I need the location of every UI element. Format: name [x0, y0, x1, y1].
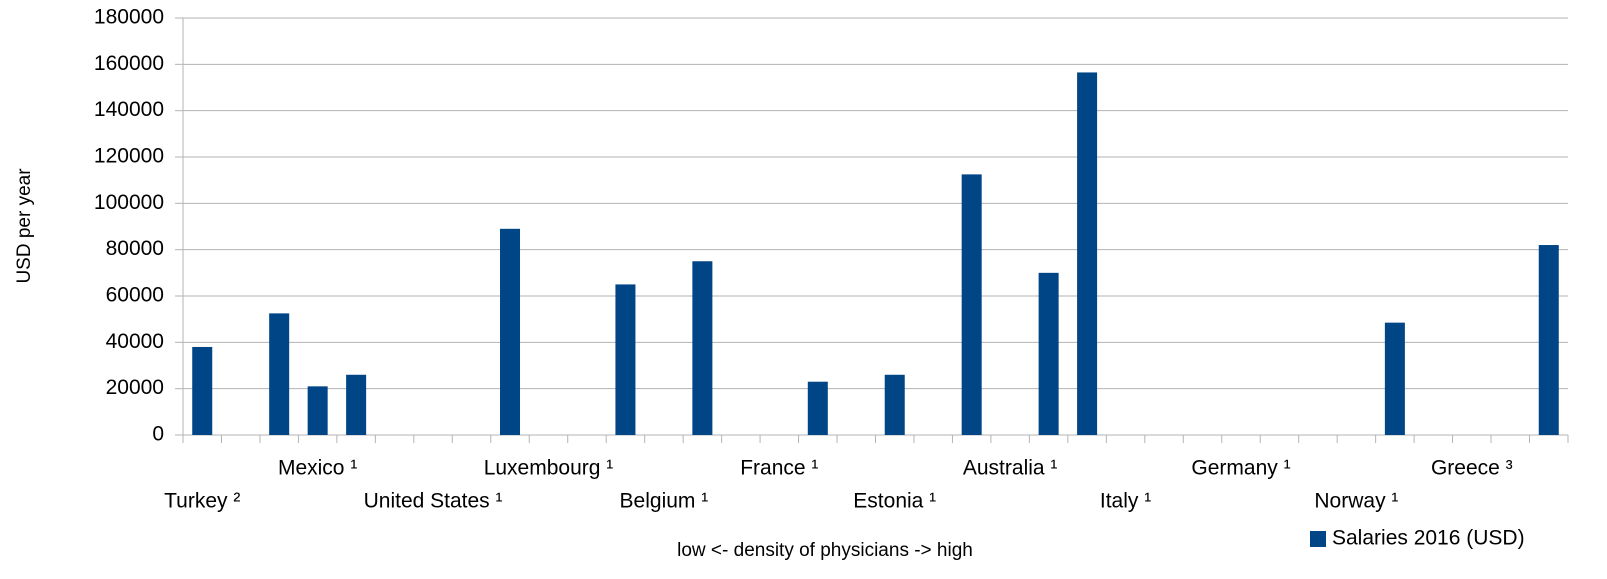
bar: [346, 374, 367, 435]
y-tick-label: 160000: [94, 52, 164, 75]
bar: [961, 174, 982, 435]
x-tick-label: Italy ¹: [1100, 490, 1151, 513]
bar: [1538, 245, 1559, 435]
y-tick-label: 40000: [106, 330, 164, 353]
y-tick-label: 180000: [94, 6, 164, 29]
bar: [884, 374, 905, 435]
bar: [269, 313, 290, 435]
x-tick-label: France ¹: [740, 457, 818, 480]
x-tick-label: Greece ³: [1431, 457, 1513, 480]
x-tick-label: Turkey ²: [164, 490, 240, 513]
y-tick-label: 60000: [106, 284, 164, 307]
y-tick-label: 120000: [94, 145, 164, 168]
x-tick-label: Luxembourg ¹: [484, 457, 614, 480]
y-axis-label: USD per year: [14, 168, 35, 284]
y-tick-label: 80000: [106, 237, 164, 260]
x-tick-label: Australia ¹: [963, 457, 1058, 480]
bar: [1077, 72, 1098, 436]
x-tick-label: Norway ¹: [1314, 490, 1398, 513]
bar: [307, 386, 328, 435]
x-tick-label: Mexico ¹: [278, 457, 357, 480]
x-tick-label: Belgium ¹: [620, 490, 709, 513]
x-axis-label: low <- density of physicians -> high: [677, 540, 973, 561]
y-tick-label: 20000: [106, 376, 164, 399]
x-tick-label: Germany ¹: [1191, 457, 1290, 480]
y-tick-label: 0: [152, 423, 164, 446]
x-tick-label: United States ¹: [364, 490, 503, 513]
bar: [1384, 322, 1405, 435]
bar: [692, 261, 713, 435]
bar: [615, 284, 636, 435]
y-tick-label: 100000: [94, 191, 164, 214]
legend-swatch: [1310, 531, 1326, 547]
bar: [192, 346, 213, 435]
y-tick-label: 140000: [94, 98, 164, 121]
bar: [500, 228, 521, 435]
bar: [1038, 272, 1059, 435]
legend-label: Salaries 2016 (USD): [1332, 527, 1525, 550]
x-tick-label: Estonia ¹: [853, 490, 936, 513]
bar: [807, 381, 828, 435]
